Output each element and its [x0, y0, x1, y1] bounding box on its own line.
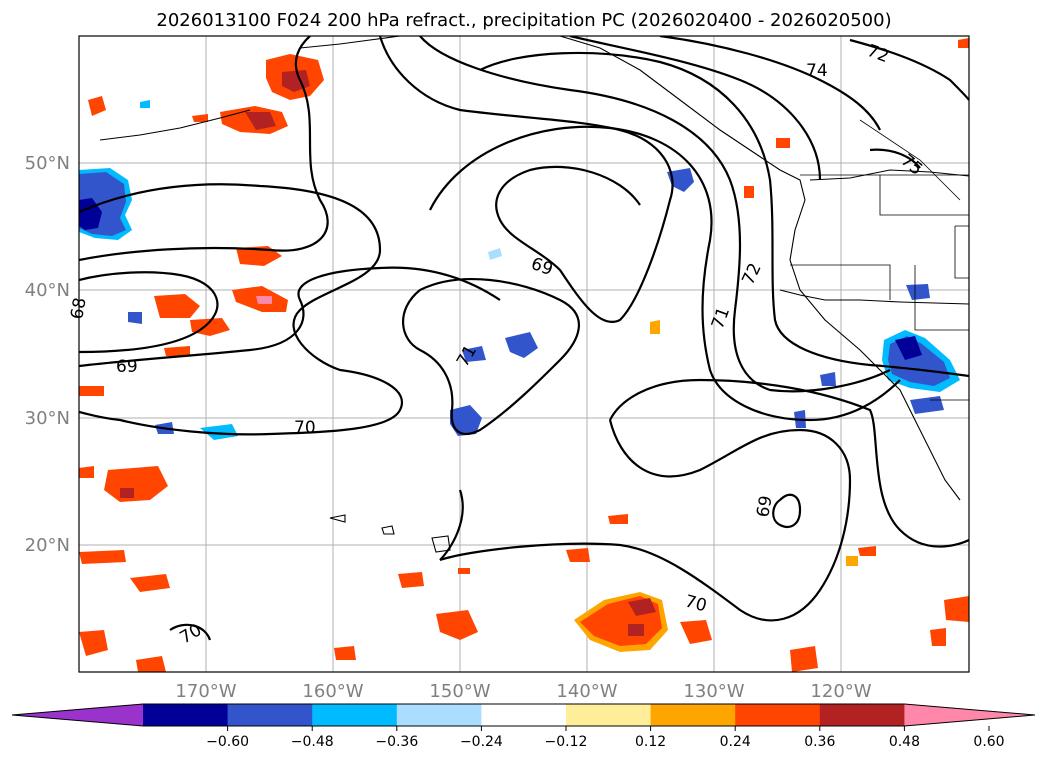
coastlines — [99, 36, 969, 553]
longitude-labels: 170°W 160°W 150°W 140°W 130°W 120°W — [175, 681, 871, 702]
colorbar-tick-label: 0.24 — [720, 734, 751, 750]
graticule — [79, 36, 969, 672]
latitude-labels: 50°N 40°N 30°N 20°N — [25, 153, 70, 556]
map-frame — [78, 35, 970, 673]
lat-label: 40°N — [25, 280, 70, 301]
colorbar-tick-label: −0.48 — [291, 734, 334, 750]
colorbar-segment — [312, 704, 398, 726]
precip-blue-areas — [79, 100, 960, 440]
colorbar-segment — [481, 704, 567, 726]
lon-label: 150°W — [429, 681, 490, 702]
contour-label: 68 — [67, 296, 90, 321]
lon-label: 160°W — [302, 681, 363, 702]
colorbar-segment — [143, 704, 229, 726]
colorbar-segment — [735, 704, 821, 726]
colorbar-segment — [227, 704, 313, 726]
lat-label: 20°N — [25, 535, 70, 556]
lat-label: 50°N — [25, 153, 70, 174]
contour-label: 70 — [294, 418, 316, 438]
colorbar-tick-label: −0.36 — [375, 734, 418, 750]
contour-label: 74 — [806, 61, 828, 81]
colorbar-segment — [566, 704, 652, 726]
colorbar-outline — [11, 703, 1036, 727]
colorbar-tick-label: −0.12 — [545, 734, 588, 750]
colorbar-extend-low — [12, 704, 143, 726]
colorbar-tick-label: 0.60 — [973, 734, 1004, 750]
refractivity-contours — [79, 36, 969, 641]
colorbar-extend-high — [904, 704, 1035, 726]
state-borders — [790, 119, 969, 401]
map-title: 2026013100 F024 200 hPa refract., precip… — [156, 10, 891, 31]
lon-label: 120°W — [810, 681, 871, 702]
lon-label: 130°W — [683, 681, 744, 702]
lat-label: 30°N — [25, 408, 70, 429]
colorbar-segment — [396, 704, 482, 726]
colorbar-segment — [650, 704, 736, 726]
contour-label: 69 — [116, 357, 138, 377]
colorbar-tick-label: −0.24 — [460, 734, 503, 750]
contour-label: 69 — [753, 494, 776, 519]
precip-warm-areas — [79, 38, 969, 672]
colorbar-tick-label: 0.12 — [635, 734, 666, 750]
colorbar: −0.60 −0.48 −0.36 −0.24 −0.12 0.12 0.24 0.36 0.4… — [11, 703, 1036, 750]
colorbar-segment — [819, 704, 905, 726]
lon-label: 140°W — [556, 681, 617, 702]
colorbar-tick-label: 0.48 — [889, 734, 920, 750]
colorbar-tick-label: 0.36 — [804, 734, 835, 750]
lon-label: 170°W — [175, 681, 236, 702]
colorbar-tick-label: −0.60 — [206, 734, 249, 750]
